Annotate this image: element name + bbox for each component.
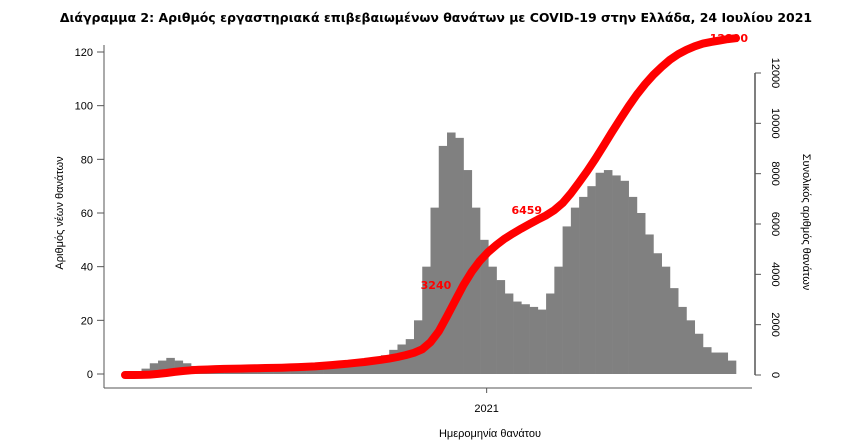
bar [570, 207, 580, 374]
bar [430, 207, 440, 374]
bar [488, 266, 497, 374]
bar [356, 360, 365, 374]
bar [636, 213, 646, 374]
bar [447, 132, 456, 374]
y-tick-label: 40 [81, 262, 93, 274]
bar [496, 280, 506, 374]
bar [504, 293, 514, 374]
bar [612, 175, 621, 374]
y-right-tick-label: 6000 [769, 212, 781, 236]
bar [603, 170, 613, 374]
cumulative-line [121, 34, 740, 379]
bar [290, 368, 299, 374]
y-tick-label: 100 [75, 101, 93, 113]
bar [232, 371, 241, 374]
bar [265, 371, 274, 374]
bar [174, 360, 184, 374]
bar [513, 301, 522, 374]
y-tick-label: 80 [81, 154, 93, 166]
y-axis-label: Αριθμός νέων θανάτων [54, 156, 66, 270]
y-tick-label: 0 [87, 369, 93, 381]
cumulative-annotation: 6459 [511, 204, 542, 217]
bar [669, 288, 679, 374]
bar [554, 266, 563, 374]
y-right-tick-label: 12000 [769, 58, 781, 89]
bar [595, 172, 605, 374]
bar [678, 306, 687, 374]
bar [480, 239, 489, 374]
bar [248, 371, 258, 374]
y-tick-label: 20 [81, 315, 93, 327]
cumulative-annotation: 3240 [421, 279, 452, 292]
bar [389, 349, 398, 374]
bar [579, 196, 588, 374]
bar [587, 186, 596, 374]
bar [240, 371, 250, 374]
bar [372, 357, 382, 374]
y-right-tick-label: 8000 [769, 161, 781, 185]
bar [562, 226, 572, 374]
bar [686, 320, 696, 374]
bar [719, 352, 729, 374]
y-right-tick-label: 2000 [769, 312, 781, 336]
bar [661, 266, 671, 374]
bar [645, 234, 654, 374]
left-ticks: 0 20 40 60 80 100 120 [75, 47, 104, 381]
bar [149, 363, 159, 374]
bar [521, 304, 530, 374]
bar [628, 196, 638, 374]
bar [537, 309, 547, 374]
annotations-group: 3240 6459 12890 [421, 32, 749, 292]
y-right-tick-label: 4000 [769, 262, 781, 286]
bar [620, 180, 629, 374]
y-axis-right-label: Συνολικός αριθμός θανάτων [800, 154, 812, 291]
bar [339, 363, 349, 374]
bar [438, 145, 448, 374]
bar [347, 360, 357, 374]
bar [653, 253, 662, 374]
bar [455, 137, 464, 374]
bar [298, 368, 307, 374]
x-tick-label: 2021 [474, 403, 498, 415]
bar [727, 360, 737, 374]
bar [158, 360, 167, 374]
y-tick-label: 120 [75, 47, 93, 59]
cumulative-annotation: 12890 [710, 32, 749, 45]
x-axis-label: Ημερομηνία θανάτου [439, 428, 541, 440]
bar [471, 207, 481, 374]
bar [529, 306, 539, 374]
bar [364, 357, 374, 374]
bar [711, 352, 720, 374]
bar [166, 357, 175, 374]
bar [380, 355, 390, 374]
bar [546, 293, 555, 374]
bar [281, 369, 291, 374]
y-tick-label: 60 [81, 208, 93, 220]
chart-title: Διάγραμμα 2: Αριθμός εργαστηριακά επιβεβ… [60, 10, 812, 25]
bar [422, 266, 431, 374]
y-right-tick-label: 0 [769, 372, 781, 378]
bar [694, 333, 704, 374]
bar [273, 371, 283, 374]
y-right-tick-label: 10000 [769, 108, 781, 139]
bar [257, 371, 266, 374]
bar [702, 347, 712, 374]
bar [306, 368, 316, 374]
right-ticks: 0 2000 4000 6000 8000 10000 12000 [755, 58, 781, 378]
